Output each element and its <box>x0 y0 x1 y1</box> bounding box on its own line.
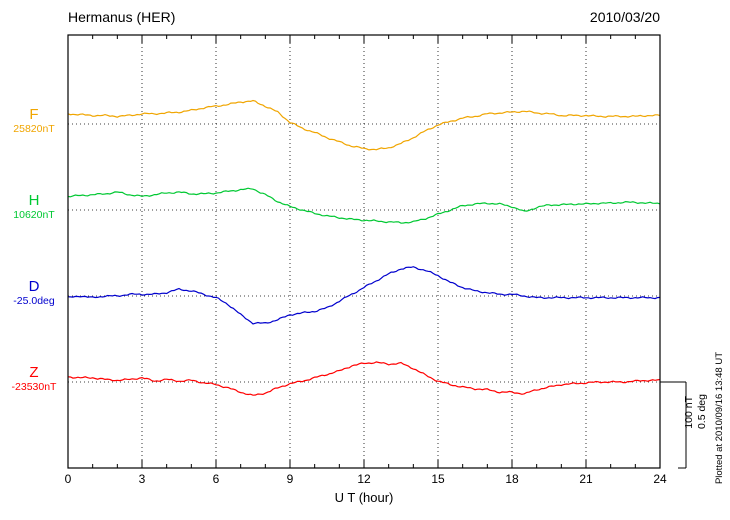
plot-border <box>67 34 661 469</box>
trace-D <box>67 266 661 325</box>
data-traces <box>67 99 661 396</box>
x-tick-label: 24 <box>653 472 667 486</box>
plotted-at-note: Plotted at 2010/09/16 13:48 UT <box>714 352 725 485</box>
series-baseline-H: 10620nT <box>13 209 55 221</box>
series-baseline-Z: -23530nT <box>11 381 57 393</box>
x-tick-label: 18 <box>505 472 519 486</box>
series-letter-Z: Z <box>29 364 39 381</box>
series-label-D: D -25.0deg <box>4 279 64 308</box>
series-label-F: F 25820nT <box>4 107 64 136</box>
station-title: Hermanus (HER) <box>68 9 176 25</box>
x-tick-label: 12 <box>357 472 371 486</box>
series-letter-F: F <box>29 106 39 123</box>
scale-bracket <box>660 381 687 469</box>
x-tick-label: 3 <box>138 472 146 486</box>
x-tick-label: 6 <box>212 472 220 486</box>
x-tick-label: 9 <box>286 472 294 486</box>
trace-F <box>67 99 661 151</box>
series-baseline-F: 25820nT <box>13 123 55 135</box>
series-letter-H: H <box>28 192 40 209</box>
series-label-Z: Z -23530nT <box>4 365 64 394</box>
date-label: 2010/03/20 <box>589 9 660 25</box>
trace-H <box>67 187 661 224</box>
trace-Z <box>67 361 661 396</box>
x-tick-label: 0 <box>64 472 72 486</box>
x-tick-label: 15 <box>431 472 445 486</box>
series-label-H: H 10620nT <box>4 193 64 222</box>
x-axis-label: U T (hour) <box>334 490 394 505</box>
series-letter-D: D <box>28 278 40 295</box>
scale-label-nT: 100 nT <box>683 396 695 429</box>
scale-label-deg: 0.5 deg <box>696 394 708 430</box>
x-tick-label: 21 <box>579 472 593 486</box>
series-baseline-D: -25.0deg <box>13 295 55 307</box>
grid-lines <box>68 35 660 468</box>
